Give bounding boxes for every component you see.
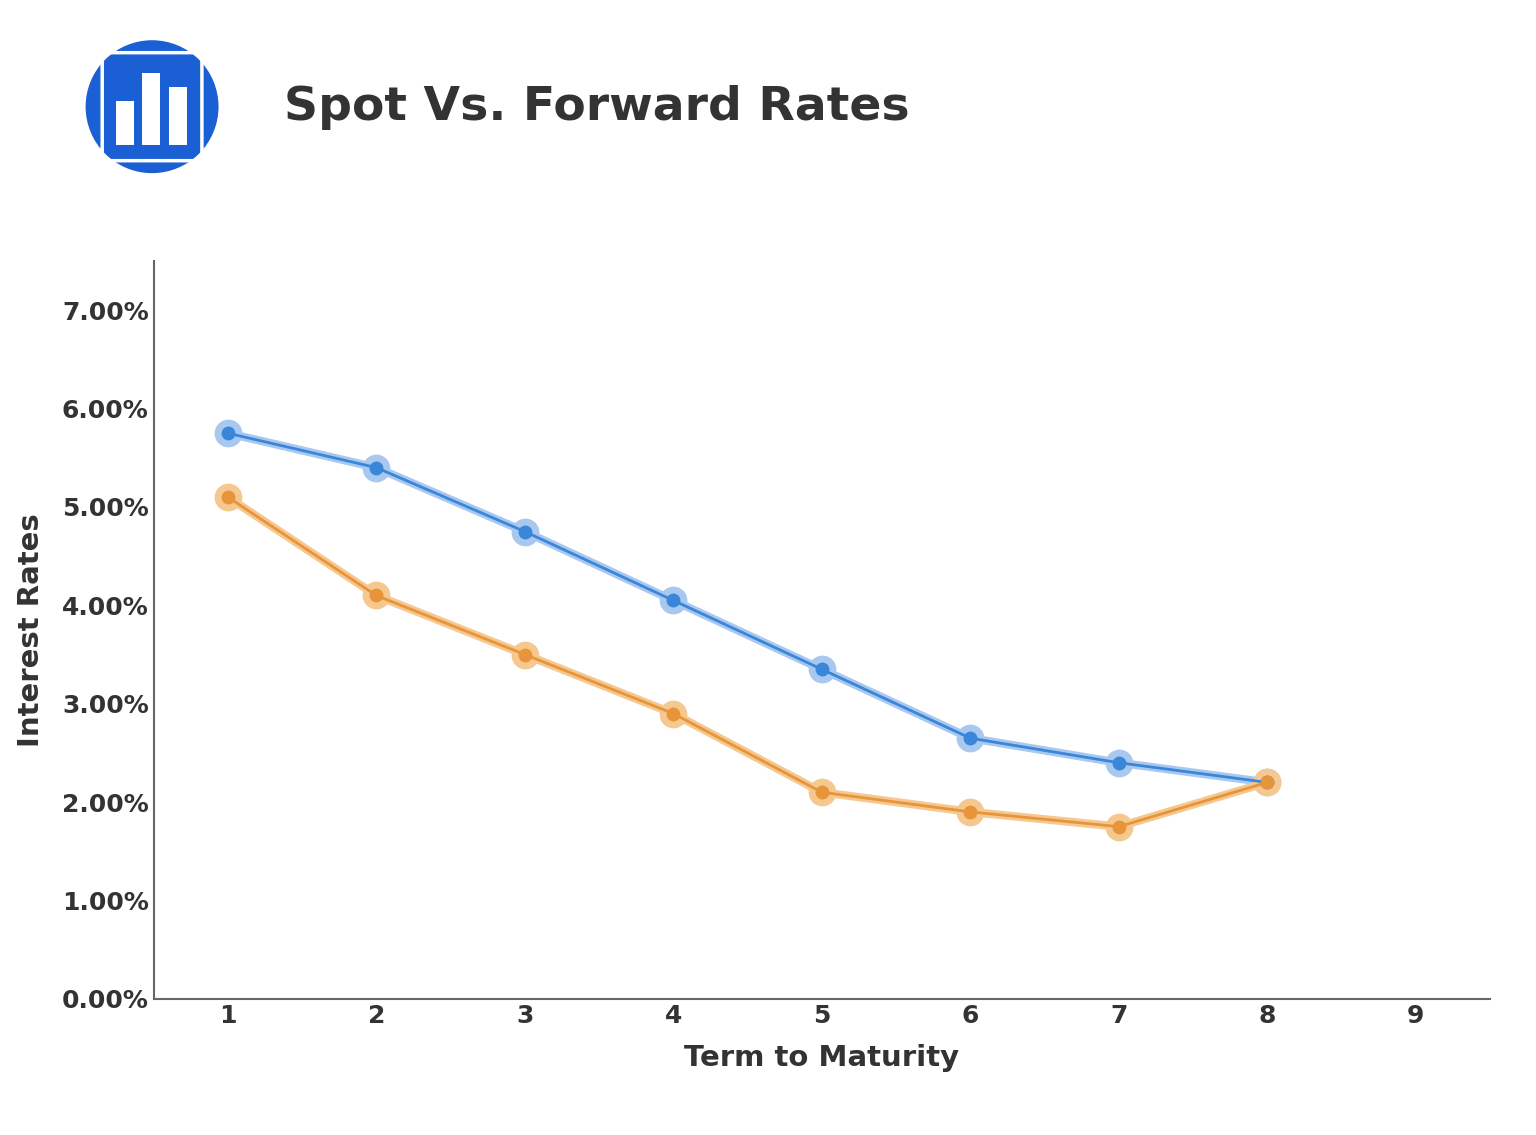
- Point: [215, 424, 240, 443]
- Point: [660, 705, 685, 723]
- Point: [513, 646, 538, 664]
- Point: [1106, 817, 1130, 835]
- Point: [364, 587, 389, 605]
- Bar: [143, 74, 160, 145]
- Point: [513, 646, 538, 664]
- Text: Spot Vs. Forward Rates: Spot Vs. Forward Rates: [284, 85, 909, 131]
- Point: [1255, 773, 1279, 791]
- Point: [513, 522, 538, 540]
- X-axis label: Term to Maturity: Term to Maturity: [684, 1044, 960, 1073]
- Bar: [117, 101, 134, 145]
- Point: [958, 802, 983, 821]
- Y-axis label: Interest Rates: Interest Rates: [17, 513, 45, 747]
- Point: [958, 729, 983, 747]
- Point: [660, 591, 685, 609]
- Point: [660, 591, 685, 609]
- Circle shape: [86, 40, 218, 174]
- Point: [1106, 754, 1130, 772]
- Point: [958, 729, 983, 747]
- Point: [215, 424, 240, 443]
- Point: [1255, 773, 1279, 791]
- Point: [809, 661, 834, 679]
- Point: [215, 488, 240, 506]
- Point: [364, 459, 389, 477]
- Bar: [169, 87, 187, 145]
- Point: [1106, 754, 1130, 772]
- Point: [364, 587, 389, 605]
- Point: [1255, 773, 1279, 791]
- Point: [1255, 773, 1279, 791]
- Point: [1106, 817, 1130, 835]
- Point: [513, 522, 538, 540]
- Point: [809, 783, 834, 801]
- Point: [660, 705, 685, 723]
- Point: [364, 459, 389, 477]
- Point: [809, 783, 834, 801]
- Point: [215, 488, 240, 506]
- Point: [809, 661, 834, 679]
- Point: [958, 802, 983, 821]
